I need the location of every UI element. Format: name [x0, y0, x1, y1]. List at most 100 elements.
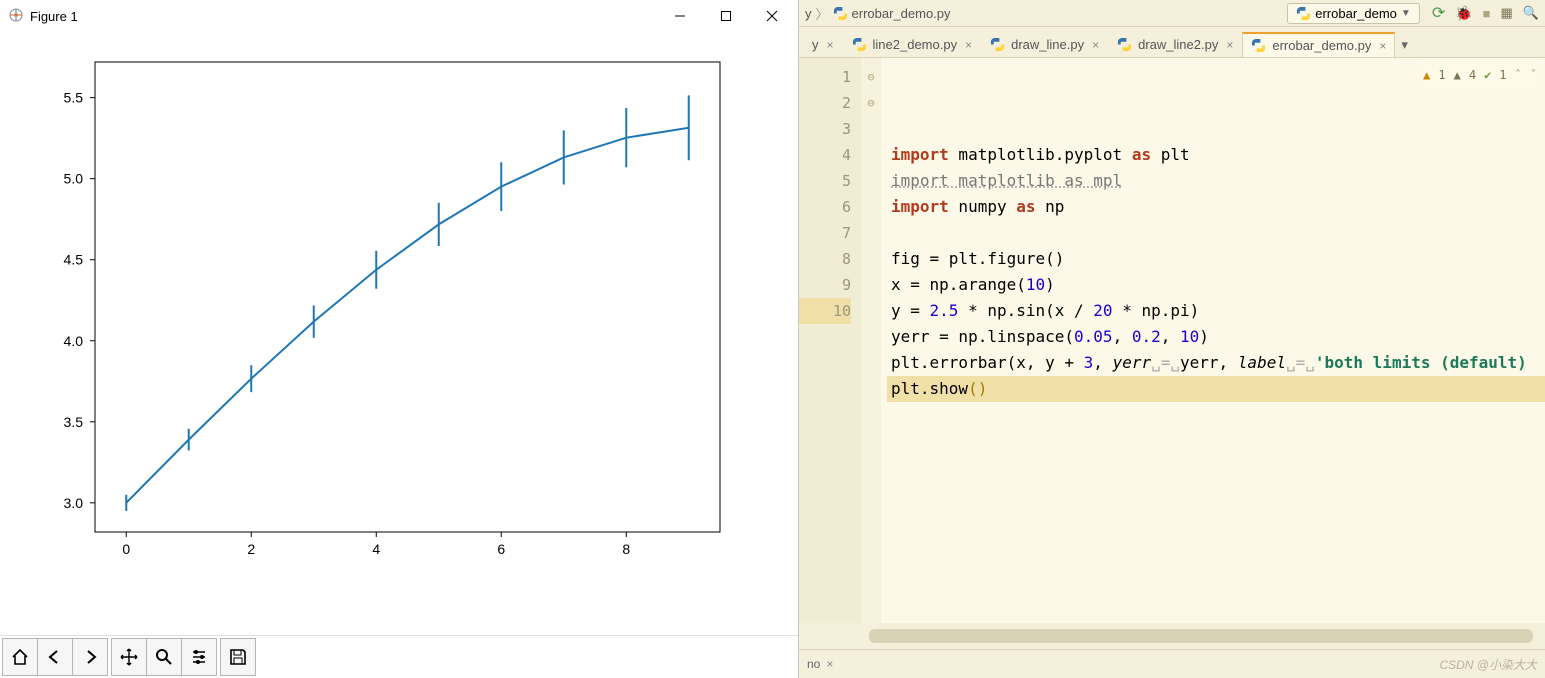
hint-down-icon[interactable]: ˇ — [1530, 62, 1537, 88]
grid-icon[interactable]: ▦ — [1501, 5, 1513, 21]
close-button[interactable] — [758, 2, 786, 30]
inspection-hints[interactable]: ▲1 ▲4 ✔1 ˆ ˇ — [1423, 62, 1537, 88]
bottom-tab-label: no — [807, 657, 820, 671]
breadcrumb-file[interactable]: errobar_demo.py — [833, 6, 951, 21]
breadcrumb-file-label: errobar_demo.py — [852, 6, 951, 21]
run-configuration[interactable]: errobar_demo ▼ — [1287, 3, 1420, 24]
pan-button[interactable] — [111, 638, 147, 676]
watermark-text: CSDN @小染大大 — [1439, 656, 1537, 673]
code-line[interactable]: import matplotlib.pyplot as plt — [887, 142, 1545, 168]
errorbar-chart: 024683.03.54.04.55.05.5 — [0, 32, 760, 592]
line-number: 6 — [799, 194, 851, 220]
matplotlib-icon — [8, 7, 24, 26]
save-button[interactable] — [220, 638, 256, 676]
home-button[interactable] — [2, 638, 38, 676]
back-button[interactable] — [37, 638, 73, 676]
warning-b-count: 4 — [1469, 62, 1476, 88]
line-number: 1 — [799, 64, 851, 90]
line-number: 2 — [799, 90, 851, 116]
breadcrumb-separator: 〉 — [816, 4, 829, 23]
breadcrumb: y 〉 errobar_demo.py — [805, 4, 1281, 23]
tab-active[interactable]: errobar_demo.py × — [1242, 32, 1395, 58]
svg-text:4.5: 4.5 — [64, 252, 84, 268]
close-icon[interactable]: × — [1092, 38, 1099, 52]
check-icon: ✔ — [1484, 62, 1491, 88]
zoom-button[interactable] — [146, 638, 182, 676]
tab-label: line2_demo.py — [873, 37, 958, 52]
search-icon[interactable]: 🔍 — [1523, 5, 1539, 21]
hint-up-icon[interactable]: ˆ — [1515, 62, 1522, 88]
tab[interactable]: draw_line.py × — [981, 32, 1108, 57]
code-line[interactable]: yerr = np.linspace(0.05, 0.2, 10) — [887, 324, 1545, 350]
horizontal-scrollbar[interactable] — [869, 629, 1533, 643]
close-icon[interactable]: × — [1379, 39, 1386, 53]
line-number: 10 — [799, 298, 851, 324]
bottom-tab[interactable]: no × — [807, 657, 833, 671]
root: Figure 1 0 2 4 6 8 3.0 3.5 4.0 4.5 5.0 5.5 — [0, 0, 1545, 678]
line-number-gutter: 12345678910 — [799, 58, 861, 623]
svg-text:2: 2 — [247, 541, 255, 557]
code-line[interactable]: plt.show() — [887, 376, 1545, 402]
editor-tabbar: y×line2_demo.py×draw_line.py×draw_line2.… — [799, 27, 1545, 58]
svg-text:0: 0 — [122, 541, 130, 557]
minimize-button[interactable] — [666, 2, 694, 30]
figure-titlebar: Figure 1 — [0, 0, 798, 32]
tab-label: draw_line.py — [1011, 37, 1084, 52]
top-action-icons: ⟳ 🐞 ■ ▦ 🔍 — [1432, 3, 1539, 23]
figure-window: Figure 1 024683.03.54.04.55.05.5 — [0, 0, 799, 678]
ide-bottombar: no × CSDN @小染大大 — [799, 649, 1545, 678]
figure-title: Figure 1 — [30, 9, 78, 24]
reload-icon[interactable]: ⟳ — [1432, 3, 1445, 23]
check-count: 1 — [1499, 62, 1506, 88]
tab[interactable]: line2_demo.py × — [843, 32, 982, 57]
fold-marker[interactable]: ⊖ — [861, 64, 881, 90]
code-line[interactable] — [887, 220, 1545, 246]
line-number: 7 — [799, 220, 851, 246]
svg-text:3.0: 3.0 — [64, 495, 84, 511]
code-line[interactable]: fig = plt.figure() — [887, 246, 1545, 272]
warning-b-icon: ▲ — [1454, 62, 1461, 88]
close-icon[interactable]: × — [826, 657, 833, 671]
close-icon[interactable]: × — [965, 38, 972, 52]
line-number: 5 — [799, 168, 851, 194]
code-line[interactable]: import numpy as np — [887, 194, 1545, 220]
code-editor[interactable]: ▲1 ▲4 ✔1 ˆ ˇ import matplotlib.pyplot as… — [881, 58, 1545, 623]
line-number: 3 — [799, 116, 851, 142]
code-line[interactable]: y = 2.5 * np.sin(x / 20 * np.pi) — [887, 298, 1545, 324]
dropdown-icon: ▼ — [1401, 8, 1411, 19]
tabs-overflow-icon[interactable]: ▾ — [1395, 33, 1414, 57]
run-config-label: errobar_demo — [1315, 6, 1397, 21]
bug-icon[interactable]: 🐞 — [1455, 5, 1472, 22]
tab-label: y — [812, 37, 819, 52]
window-controls — [666, 2, 786, 30]
tab-label: errobar_demo.py — [1272, 38, 1371, 53]
svg-text:5.0: 5.0 — [64, 171, 84, 187]
line-number: 8 — [799, 246, 851, 272]
forward-button[interactable] — [72, 638, 108, 676]
ide-panel: y 〉 errobar_demo.py errobar_demo ▼ ⟳ 🐞 ■… — [799, 0, 1545, 678]
svg-text:4.0: 4.0 — [64, 333, 84, 349]
close-icon[interactable]: × — [1226, 38, 1233, 52]
svg-text:5.5: 5.5 — [64, 90, 84, 106]
stop-icon[interactable]: ■ — [1483, 6, 1491, 21]
configure-button[interactable] — [181, 638, 217, 676]
editor-wrap: 12345678910 ⊖⊖ ▲1 ▲4 ✔1 ˆ ˇ import matpl… — [799, 58, 1545, 623]
svg-text:8: 8 — [622, 541, 630, 557]
plot-area: 024683.03.54.04.55.05.5 — [0, 32, 798, 635]
fold-marker[interactable]: ⊖ — [861, 90, 881, 116]
svg-text:3.5: 3.5 — [64, 414, 84, 430]
code-line[interactable]: import matplotlib as mpl — [887, 168, 1545, 194]
tab[interactable]: draw_line2.py× — [1108, 32, 1242, 57]
breadcrumb-stub: y — [805, 6, 812, 21]
code-line[interactable]: plt.errorbar(x, y + 3, yerr␣=␣yerr, labe… — [887, 350, 1545, 376]
python-icon — [1296, 6, 1311, 21]
tab[interactable]: y× — [803, 32, 843, 57]
maximize-button[interactable] — [712, 2, 740, 30]
close-icon[interactable]: × — [827, 38, 834, 52]
python-icon — [833, 6, 848, 21]
svg-text:6: 6 — [497, 541, 505, 557]
matplotlib-toolbar — [0, 635, 798, 678]
ide-topbar: y 〉 errobar_demo.py errobar_demo ▼ ⟳ 🐞 ■… — [799, 0, 1545, 27]
fold-column: ⊖⊖ — [861, 58, 881, 623]
code-line[interactable]: x = np.arange(10) — [887, 272, 1545, 298]
